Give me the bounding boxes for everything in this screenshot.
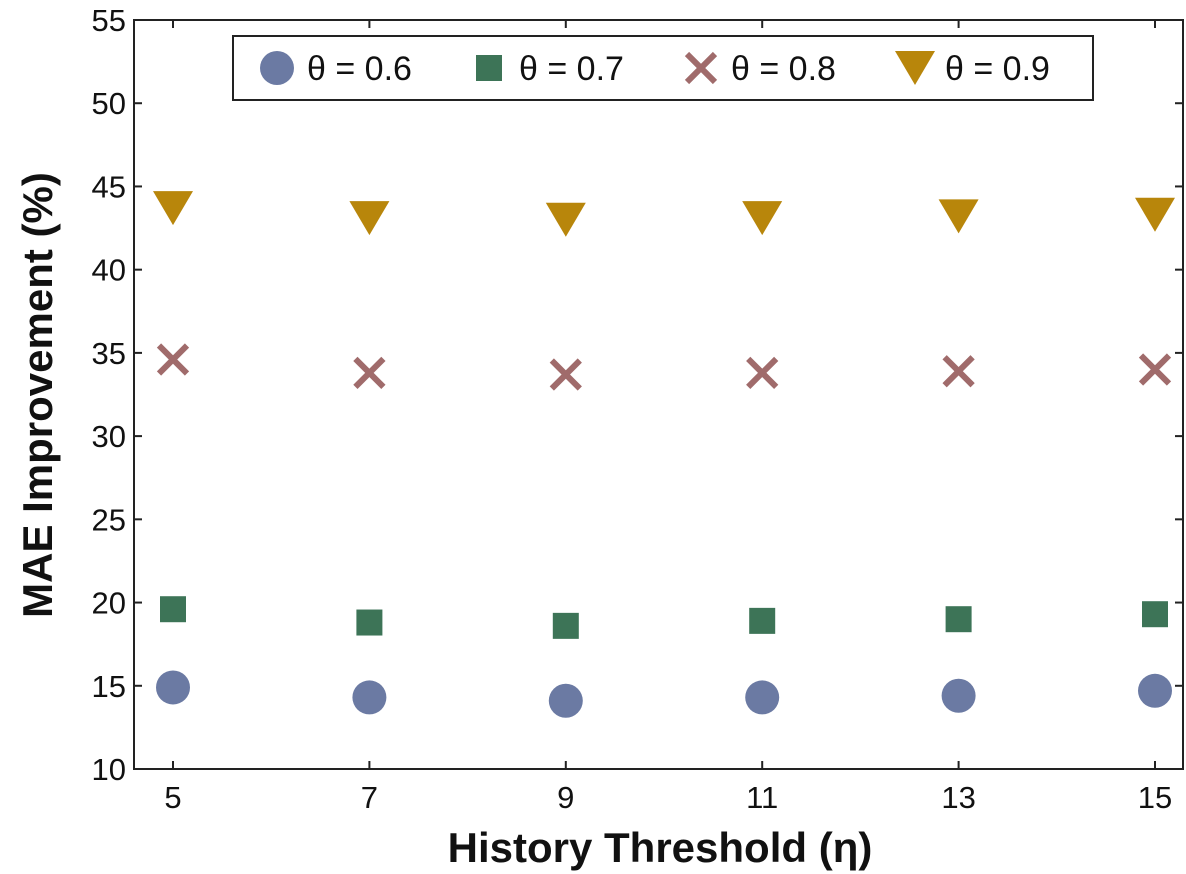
point-triangle-down xyxy=(153,191,193,226)
point-square xyxy=(945,606,972,633)
y-tick-label: 15 xyxy=(92,669,126,704)
y-tick-label: 50 xyxy=(92,86,126,121)
y-tick-label: 20 xyxy=(92,586,126,621)
y-tick-label: 55 xyxy=(92,3,126,38)
legend-label: θ = 0.8 xyxy=(731,50,836,88)
x-tick-label: 9 xyxy=(557,780,574,815)
y-tick-label: 40 xyxy=(92,253,126,288)
point-x xyxy=(746,356,779,389)
point-circle xyxy=(156,670,190,705)
point-square xyxy=(160,596,186,623)
legend-label: θ = 0.6 xyxy=(307,50,412,88)
point-x xyxy=(156,343,190,376)
y-tick-label: 35 xyxy=(92,336,126,371)
point-square xyxy=(356,609,383,636)
x-tick-label: 13 xyxy=(941,780,975,815)
y-axis: 10 15 20 25 30 35 40 45 50 55 xyxy=(92,3,1183,787)
legend-marker-triangle-down xyxy=(895,51,935,85)
point-triangle-down xyxy=(545,202,586,237)
point-circle xyxy=(1138,673,1172,708)
legend-marker-x xyxy=(684,51,718,85)
point-circle xyxy=(548,683,583,718)
point-x xyxy=(1138,353,1172,386)
point-square xyxy=(1142,601,1168,628)
x-axis: 5 7 9 11 13 15 xyxy=(164,20,1172,815)
y-tick-label: 30 xyxy=(92,419,126,454)
point-circle xyxy=(941,678,976,713)
point-triangle-down xyxy=(938,199,979,234)
x-tick-label: 7 xyxy=(361,780,378,815)
legend: θ = 0.6 θ = 0.7 θ = 0.8 θ = 0.9 xyxy=(232,35,1094,101)
x-axis-title: History Threshold (η) xyxy=(448,824,873,871)
legend-box xyxy=(232,35,1094,101)
point-square xyxy=(749,607,776,634)
legend-label: θ = 0.9 xyxy=(945,50,1050,88)
legend-marker-square xyxy=(476,55,502,81)
y-tick-label: 45 xyxy=(92,169,126,204)
point-x xyxy=(942,355,975,388)
y-tick-label: 25 xyxy=(92,502,126,537)
x-tick-label: 15 xyxy=(1138,780,1172,815)
x-tick-label: 11 xyxy=(746,780,778,815)
y-tick-label: 10 xyxy=(92,752,126,787)
point-circle xyxy=(352,680,387,715)
data-points xyxy=(153,191,1175,718)
point-square xyxy=(552,612,579,639)
point-circle xyxy=(745,680,780,715)
y-axis-title: MAE Improvement (%) xyxy=(14,172,61,618)
legend-marker-circle xyxy=(260,51,294,85)
legend-label: θ = 0.7 xyxy=(519,50,624,88)
point-x xyxy=(353,356,386,389)
plot-frame xyxy=(133,19,1184,770)
point-triangle-down xyxy=(349,201,390,236)
point-x xyxy=(549,358,582,391)
x-tick-label: 5 xyxy=(164,780,181,815)
point-triangle-down xyxy=(742,201,783,236)
point-triangle-down xyxy=(1135,197,1175,232)
